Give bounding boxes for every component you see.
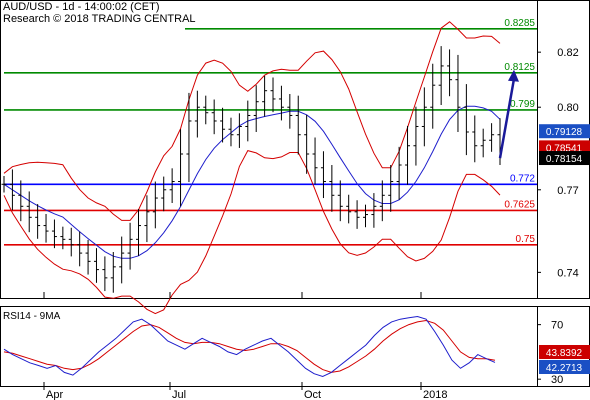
price-bar — [388, 165, 394, 212]
price-bar — [136, 209, 142, 256]
price-bar — [438, 46, 444, 106]
chart-header-instrument: AUD/USD - 1d - 14:00:02 (CET) — [3, 1, 160, 13]
price-bar — [405, 125, 411, 185]
time-axis-label: Apr — [46, 389, 63, 400]
rsi-tag-label: 42.2713 — [546, 363, 583, 374]
price-bar — [35, 204, 41, 239]
price-bar — [421, 87, 427, 147]
price-bar — [295, 95, 301, 155]
price-bar — [127, 222, 133, 270]
moving-average-line — [3, 105, 501, 259]
price-bar — [489, 123, 495, 152]
price-bar — [18, 180, 24, 222]
price-axis-label: 0.80 — [557, 102, 578, 114]
rsi-tag-box — [539, 345, 590, 359]
price-bar — [262, 75, 268, 117]
price-bar — [287, 94, 293, 129]
rsi-tag-label: 43.8392 — [546, 348, 583, 359]
price-bar — [93, 248, 99, 283]
price-bar — [60, 226, 66, 250]
price-axis-label: 0.82 — [557, 47, 578, 59]
price-axis-label: 0.74 — [557, 267, 578, 279]
price-bar — [396, 146, 402, 200]
rsi-axis-label: 70 — [551, 320, 563, 332]
price-bar — [51, 219, 57, 249]
price-bar — [152, 181, 158, 229]
price-bar — [77, 231, 83, 267]
rsi-panel-frame — [0, 306, 590, 387]
projection-arrow-shaft — [498, 78, 516, 159]
rsi-tag-box — [539, 360, 590, 374]
level-label-0.8125: 0.8125 — [504, 62, 535, 73]
rsi-line — [3, 315, 496, 378]
price-bar — [1, 176, 7, 193]
price-bar — [304, 114, 310, 174]
price-bar — [278, 85, 284, 121]
price-axis-label: 0.77 — [557, 185, 578, 197]
price-bar — [161, 176, 167, 212]
level-label-0.7625: 0.7625 — [504, 199, 535, 210]
price-bar — [26, 191, 32, 233]
price-bar — [354, 200, 360, 229]
level-label-0.772: 0.772 — [510, 173, 535, 184]
price-bar — [220, 107, 226, 143]
price-bar — [144, 195, 150, 243]
time-axis-label: 2018 — [423, 389, 447, 400]
level-label-0.75: 0.75 — [516, 234, 536, 245]
price-bar — [186, 92, 192, 183]
price-tag-box — [539, 151, 590, 166]
price-bar — [110, 251, 116, 293]
level-label-0.799: 0.799 — [510, 99, 535, 110]
projection-arrow-head — [508, 69, 519, 82]
time-axis-label: Jul — [172, 389, 186, 400]
price-bar — [211, 99, 217, 135]
price-tag-label: 0.78541 — [546, 143, 583, 154]
price-bar — [379, 180, 385, 222]
price-bar — [85, 239, 91, 275]
price-bar — [203, 95, 209, 125]
price-bar — [194, 90, 200, 138]
price-bar — [362, 204, 368, 228]
price-bar — [245, 100, 251, 142]
price-bar — [228, 117, 234, 147]
price-bar — [270, 77, 276, 113]
price-bar — [320, 151, 326, 199]
price-tag-label: 0.78154 — [546, 154, 583, 165]
rsi-ma-line — [3, 319, 496, 373]
price-bar — [43, 214, 49, 243]
time-axis-label: Oct — [304, 389, 321, 400]
price-bar — [447, 49, 453, 97]
price-bar — [68, 227, 74, 257]
price-bar — [169, 168, 175, 203]
price-bar — [312, 137, 318, 185]
bollinger-upper-band — [3, 21, 501, 221]
price-bar — [329, 165, 335, 212]
price-bar — [413, 106, 419, 166]
price-bar — [9, 169, 15, 211]
price-bar — [119, 236, 125, 284]
price-tag-label: 0.79128 — [546, 127, 583, 138]
price-bar — [472, 115, 478, 163]
price-bar — [463, 84, 469, 156]
price-bar — [346, 194, 352, 224]
level-label-0.8285: 0.8285 — [504, 18, 535, 29]
rsi-axis-label: 30 — [551, 374, 563, 386]
price-bar — [253, 85, 259, 132]
price-tag-box — [539, 140, 590, 155]
price-tag-box — [539, 124, 590, 139]
chart-header-copyright: Research © 2018 TRADING CENTRAL — [3, 13, 196, 25]
price-bar — [455, 54, 461, 132]
price-bar — [371, 193, 377, 228]
rsi-panel-title: RSI14 - 9MA — [3, 311, 61, 322]
price-bar — [430, 63, 436, 129]
price-bar — [480, 128, 486, 158]
price-bar — [337, 180, 343, 222]
bollinger-lower-band — [3, 150, 501, 315]
price-bar — [102, 256, 108, 292]
price-bar — [236, 113, 242, 148]
price-bar — [178, 129, 184, 207]
